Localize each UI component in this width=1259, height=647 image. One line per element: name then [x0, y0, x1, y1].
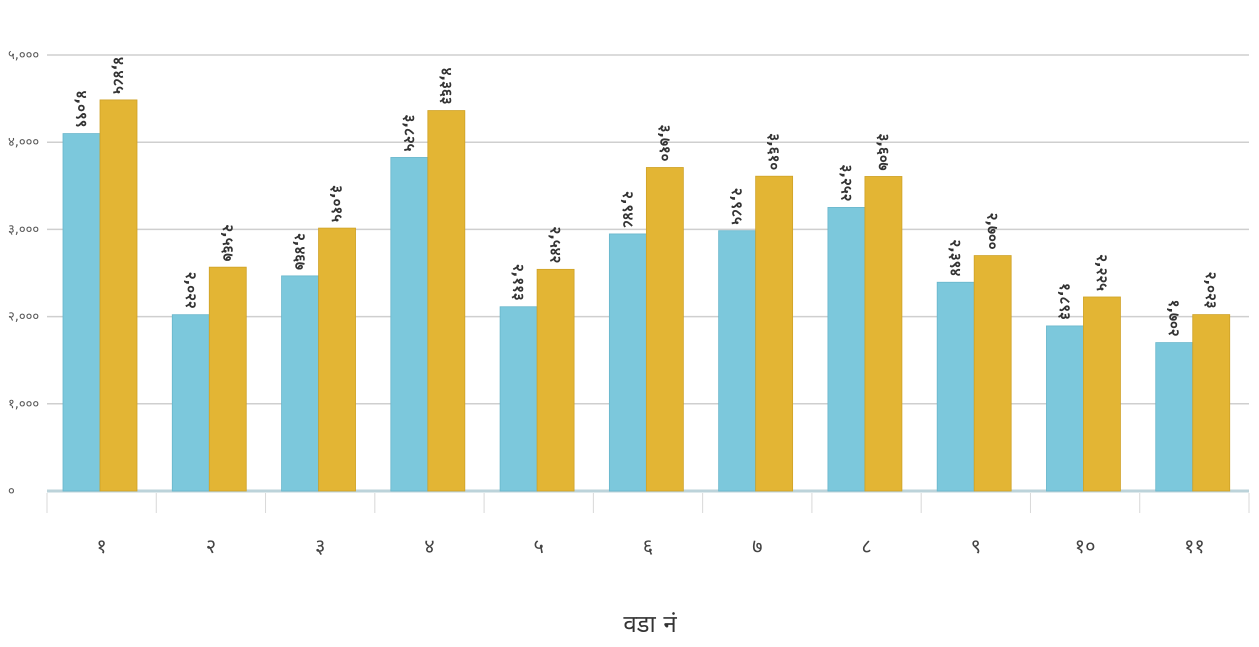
bar-series-1: [499, 306, 538, 492]
data-label: २,०२३: [1202, 272, 1220, 309]
bar-series-2: [208, 266, 247, 492]
bar-series-1: [171, 314, 210, 492]
bar-series-2: [973, 255, 1012, 492]
bar-series-2: [318, 227, 356, 492]
x-tick-label: २: [206, 534, 216, 558]
bar-series-2: [864, 176, 903, 492]
y-tick-label: १,०००: [8, 397, 39, 412]
x-tick-label: ६: [643, 534, 653, 558]
data-label: १,७०२: [1165, 300, 1183, 337]
x-tick-label: ७: [752, 534, 762, 558]
data-label: ३,०१५: [328, 185, 346, 222]
bar-series-2: [1192, 314, 1231, 492]
bar-series-1: [608, 233, 647, 492]
x-tick-label: ३: [315, 534, 325, 558]
data-label: २,५४२: [547, 226, 565, 263]
data-label: २,२२५: [1093, 254, 1111, 291]
x-tick-label: ४: [424, 534, 434, 558]
bar-series-1: [1046, 325, 1084, 492]
data-label: ३,६१०: [765, 133, 783, 170]
bar-series-1: [1155, 342, 1194, 492]
data-label: ४,४८५: [110, 57, 128, 94]
bar-series-2: [99, 99, 138, 492]
y-axis-ticks: ० १,००० २,००० ३,००० ४,००० ५,०००: [8, 48, 39, 499]
x-axis-label: वडा नं: [623, 610, 677, 638]
data-label: ४,३६३: [437, 68, 455, 105]
data-label: ४,०९९: [73, 91, 91, 128]
x-tick-label: ९: [971, 534, 981, 558]
data-label: ३,७१०: [656, 125, 674, 162]
x-tick-label: ११: [1184, 534, 1205, 558]
data-label: २,०२२: [182, 272, 200, 309]
data-label: ३,२५२: [837, 165, 855, 202]
data-label: १,८९३: [1056, 283, 1074, 320]
x-tick-label: १०: [1075, 534, 1096, 558]
y-tick-label: २,०००: [8, 310, 39, 325]
bar-series-2: [536, 268, 575, 492]
y-tick-label: ५,०००: [8, 48, 39, 63]
bar-series-1: [390, 157, 429, 492]
bar-series-2: [427, 110, 466, 492]
data-label: २,९८५: [728, 188, 746, 225]
x-tick-label: १: [96, 534, 106, 558]
data-label: २,७००: [984, 213, 1002, 250]
data-label: २,५६७: [219, 224, 237, 261]
data-label: २,४६७: [291, 233, 309, 270]
data-label: ३,८२५: [400, 115, 418, 152]
bar-series-2: [1083, 296, 1121, 492]
bar-series-2: [755, 175, 794, 492]
x-tick-label: ८: [861, 534, 871, 558]
data-labels-layer: ४,०९९ ४,४८५ २,०२२ २,५६७ २,४६७ ३,०१५ ३,८२५ ४,३६३…: [73, 57, 1221, 337]
bar-series-1: [936, 281, 975, 492]
data-label: २,३९४: [947, 239, 965, 276]
bar-series-1: [827, 207, 866, 492]
bar-series-1: [62, 133, 101, 492]
bar-series-1: [718, 230, 757, 492]
y-tick-label: ३,०००: [8, 222, 39, 237]
bars-layer: [62, 99, 1231, 492]
x-tick-label: ५: [534, 534, 544, 558]
y-tick-label: ४,०००: [8, 135, 39, 150]
data-label: २,९४८: [619, 191, 637, 228]
bar-series-1: [281, 275, 319, 492]
data-label: ३,६०७: [874, 134, 892, 171]
x-axis-ticks: १ २ ३ ४ ५ ६ ७ ८ ९ १० ११: [96, 534, 1204, 558]
bar-series-2: [645, 167, 684, 492]
data-label: २,११३: [510, 264, 528, 301]
y-tick-label: ०: [8, 484, 15, 499]
